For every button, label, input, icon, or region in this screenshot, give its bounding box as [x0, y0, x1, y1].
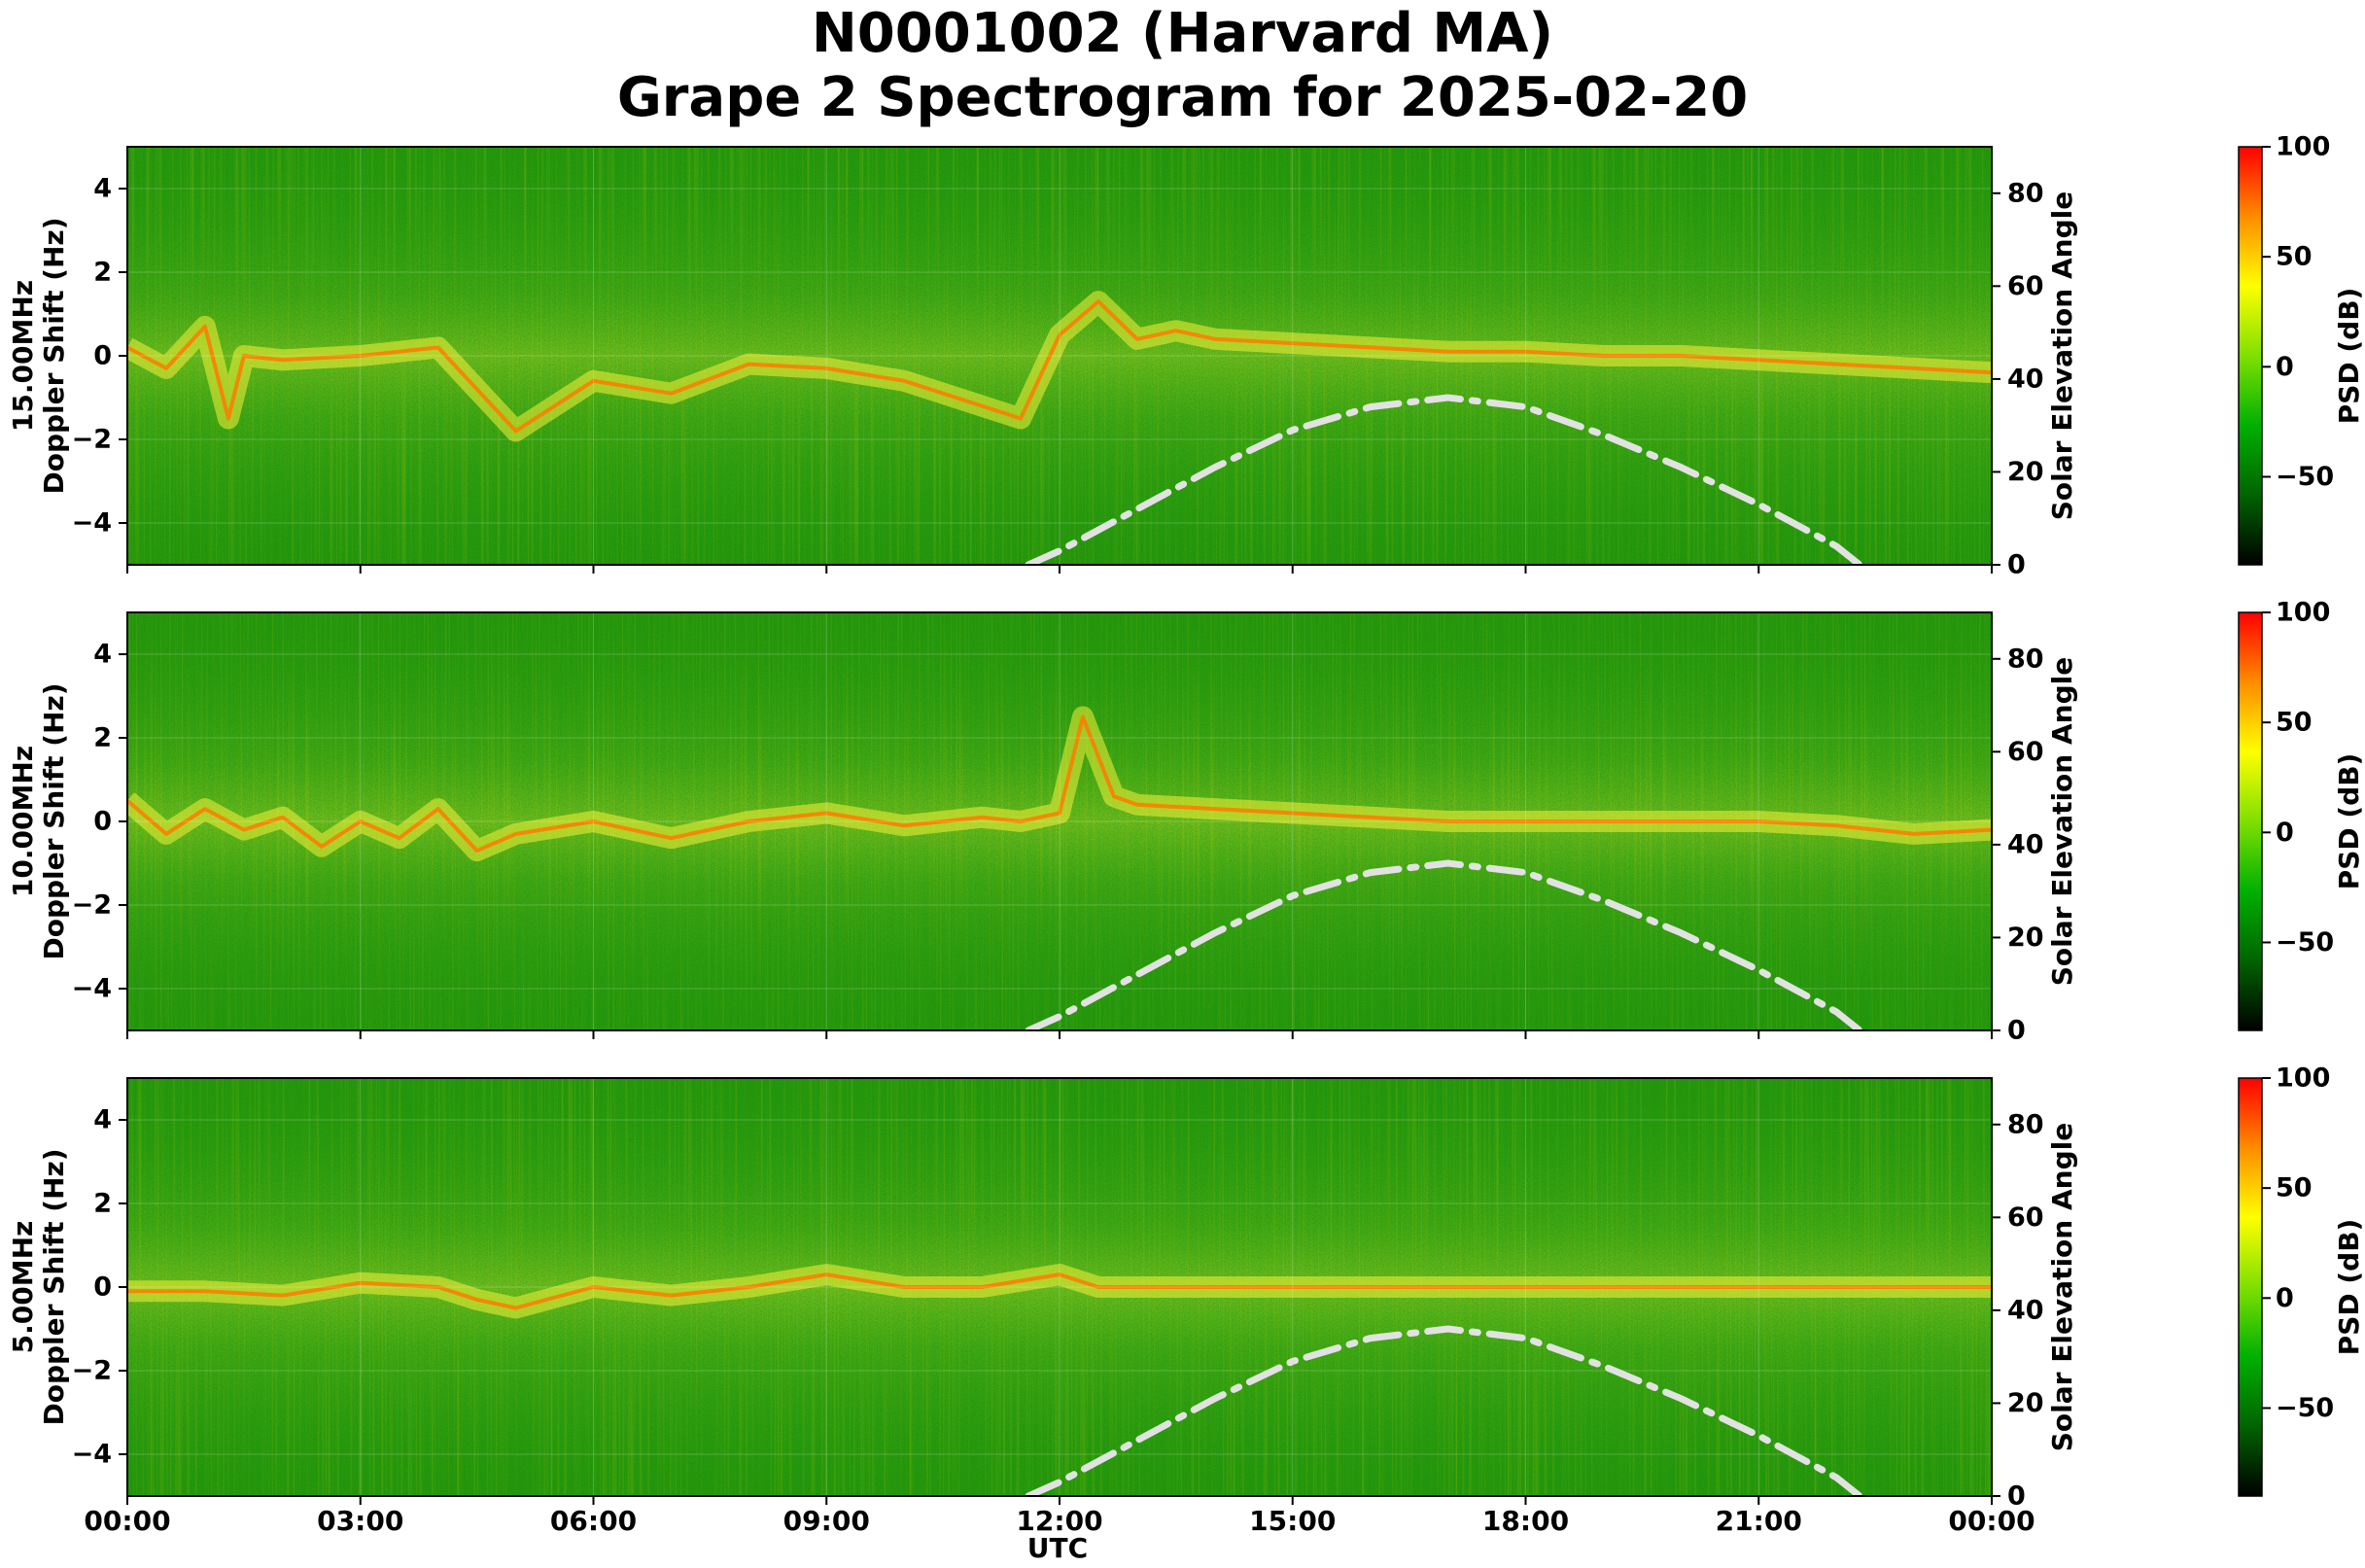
y-axis-label: Doppler Shift (Hz) [38, 217, 70, 494]
x-tick-label: 18:00 [1482, 1505, 1569, 1537]
y-tick-label: 2 [93, 723, 112, 753]
colorbar-tick-label: 100 [2276, 1063, 2330, 1094]
panel-frequency-label: 15.00MHz [7, 280, 39, 432]
chart-title-line1: N0001002 (Harvard MA) [811, 2, 1554, 65]
colorbar-tick-label: 50 [2276, 708, 2313, 738]
x-axis-label: UTC [1027, 1532, 1088, 1564]
colorbar-label: PSD (dB) [2333, 753, 2365, 890]
y2-tick-label: 80 [2007, 644, 2044, 674]
colorbar-tick-label: 100 [2276, 598, 2330, 628]
y2-tick-label: 60 [2007, 271, 2044, 301]
y-tick-label: −2 [72, 890, 112, 921]
colorbar-tick-label: 50 [2276, 1173, 2313, 1203]
x-tick-label: 06:00 [550, 1505, 637, 1537]
spectrogram-panel-0 [127, 147, 1992, 565]
colorbar-tick-label: −50 [2276, 462, 2334, 492]
x-tick-label: 09:00 [783, 1505, 870, 1537]
solar-elevation-curve [1025, 859, 1863, 1030]
colorbar-tick-label: 0 [2276, 1283, 2294, 1313]
y-tick-label: 4 [93, 1105, 112, 1135]
colorbar-tick-label: 50 [2276, 242, 2313, 272]
y-tick-label: 4 [93, 640, 112, 670]
y-tick-label: 0 [93, 341, 112, 371]
x-tick-label: 12:00 [1016, 1505, 1102, 1537]
solar-elevation-curve [1025, 394, 1863, 565]
colorbar [2238, 1077, 2263, 1497]
x-tick-label: 15:00 [1249, 1505, 1336, 1537]
y2-tick-label: 60 [2007, 1202, 2044, 1233]
spectrogram-panel-1 [127, 612, 1992, 1030]
colorbar-tick-label: 0 [2276, 352, 2294, 382]
spectrogram-panel-2 [127, 1078, 1992, 1496]
y2-tick-label: 40 [2007, 829, 2044, 859]
y-axis-label: Doppler Shift (Hz) [38, 1148, 70, 1425]
x-tick-label: 03:00 [317, 1505, 403, 1537]
y2-tick-label: 20 [2007, 457, 2044, 487]
y2-axis-label: Solar Elevation Angle [2046, 1123, 2078, 1451]
x-tick-label: 21:00 [1716, 1505, 1802, 1537]
panel-frequency-label: 10.00MHz [7, 746, 39, 897]
y2-axis-label: Solar Elevation Angle [2046, 657, 2078, 986]
y-tick-label: −4 [72, 1440, 112, 1470]
panel-frequency-label: 5.00MHz [7, 1221, 39, 1354]
y2-tick-label: 60 [2007, 737, 2044, 767]
y-tick-label: 2 [93, 1189, 112, 1219]
colorbar-tick-label: −50 [2276, 1393, 2334, 1423]
y2-tick-label: 20 [2007, 923, 2044, 953]
colorbar [2238, 611, 2263, 1031]
solar-elevation-curve [1025, 1325, 1863, 1496]
y2-tick-label: 80 [2007, 178, 2044, 208]
y-tick-label: −2 [72, 425, 112, 455]
colorbar-tick-label: 100 [2276, 132, 2330, 162]
chart-title-line2: Grape 2 Spectrogram for 2025-02-20 [616, 66, 1749, 129]
colorbar-tick-label: −50 [2276, 927, 2334, 958]
colorbar [2238, 146, 2263, 566]
y-tick-label: −2 [72, 1356, 112, 1386]
y-tick-label: −4 [72, 974, 112, 1004]
y-tick-label: 0 [93, 1272, 112, 1303]
colorbar-tick-label: 0 [2276, 818, 2294, 848]
y2-axis-label: Solar Elevation Angle [2046, 192, 2078, 520]
doppler-trace [127, 714, 1992, 854]
y-tick-label: 0 [93, 807, 112, 837]
y-tick-label: −4 [72, 508, 112, 539]
y-axis-label: Doppler Shift (Hz) [38, 682, 70, 959]
colorbar-label: PSD (dB) [2333, 288, 2365, 425]
x-tick-label: 00:00 [84, 1505, 170, 1537]
y-tick-label: 2 [93, 258, 112, 288]
colorbar-label: PSD (dB) [2333, 1219, 2365, 1356]
x-tick-label: 00:00 [1948, 1505, 2035, 1537]
doppler-trace [127, 1272, 1992, 1310]
y2-tick-label: 40 [2007, 364, 2044, 394]
y2-tick-label: 0 [2007, 1016, 2026, 1046]
y2-tick-label: 0 [2007, 550, 2026, 580]
y2-tick-label: 40 [2007, 1295, 2044, 1325]
y2-tick-label: 0 [2007, 1481, 2026, 1512]
y-tick-label: 4 [93, 174, 112, 204]
y2-tick-label: 20 [2007, 1388, 2044, 1418]
y2-tick-label: 80 [2007, 1109, 2044, 1139]
doppler-trace [127, 299, 1992, 434]
